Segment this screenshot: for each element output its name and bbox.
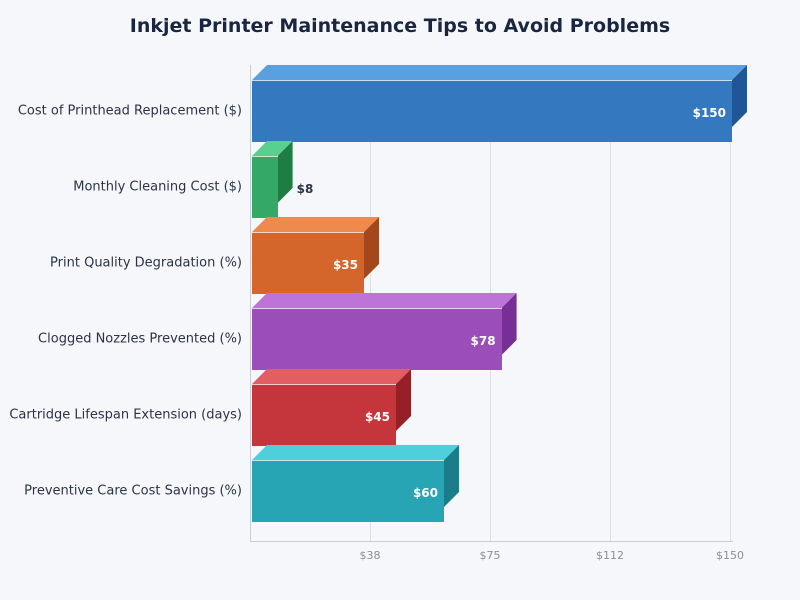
bar-front-face <box>252 156 278 218</box>
bar-side-face <box>732 65 747 127</box>
category-label: Clogged Nozzles Prevented (%) <box>38 331 242 347</box>
bar-highlight <box>252 80 732 81</box>
bar <box>252 445 459 522</box>
bar <box>252 65 747 142</box>
bar-highlight <box>252 308 502 309</box>
bar-top-face <box>252 369 411 384</box>
bar-front-face <box>252 80 732 142</box>
bar-top-face <box>252 293 517 308</box>
value-label: $35 <box>332 258 358 272</box>
bar-top-face <box>252 445 459 460</box>
category-label: Preventive Care Cost Savings (%) <box>24 483 242 499</box>
bar-front-face <box>252 232 364 294</box>
bar-side-face <box>444 445 459 507</box>
value-label: $60 <box>412 486 438 500</box>
chart-title: Inkjet Printer Maintenance Tips to Avoid… <box>129 15 671 37</box>
bar-highlight <box>252 232 364 233</box>
value-label: $8 <box>296 182 314 196</box>
x-tick-label: $150 <box>716 549 744 562</box>
bar <box>252 217 379 294</box>
category-label: Monthly Cleaning Cost ($) <box>73 179 242 195</box>
bar-side-face <box>396 369 411 431</box>
bar-top-face <box>252 65 747 80</box>
bar-side-face <box>501 293 517 355</box>
bar-front-face <box>252 308 502 370</box>
bar <box>252 141 293 218</box>
value-label: $78 <box>470 334 496 348</box>
bar-front-face <box>252 384 396 446</box>
bar <box>252 369 411 446</box>
bar <box>252 293 517 370</box>
x-tick-label: $38 <box>359 549 381 562</box>
bar-highlight <box>252 156 278 157</box>
value-label: $45 <box>364 410 390 424</box>
category-label: Cost of Printhead Replacement ($) <box>17 103 242 119</box>
gridline <box>610 65 611 541</box>
value-label: $150 <box>692 106 726 120</box>
category-label: Print Quality Degradation (%) <box>50 255 242 271</box>
bar-side-face <box>364 217 379 279</box>
bar-side-face <box>277 141 293 203</box>
bar-highlight <box>252 384 396 385</box>
gridline <box>730 65 731 541</box>
bar-top-face <box>252 217 379 232</box>
x-tick-label: $112 <box>596 549 624 562</box>
bar-highlight <box>252 460 444 461</box>
x-tick-label: $75 <box>479 549 501 562</box>
bar-front-face <box>252 460 444 522</box>
category-label: Cartridge Lifespan Extension (days) <box>9 407 242 423</box>
